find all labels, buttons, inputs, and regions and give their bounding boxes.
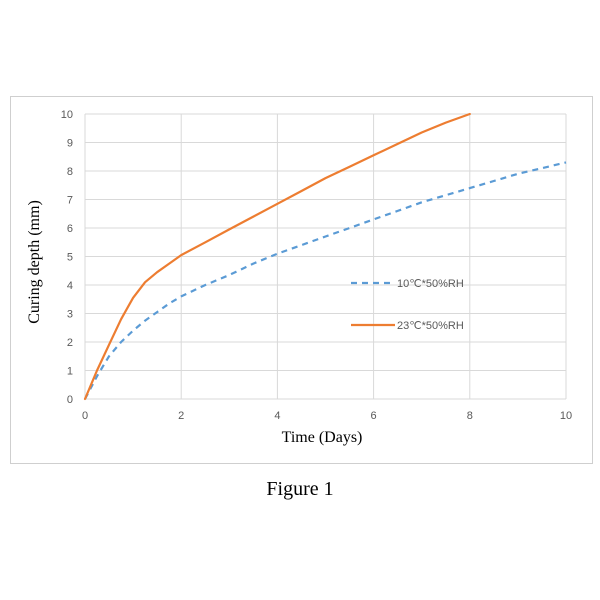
x-tick-label: 0: [82, 410, 88, 422]
y-tick-label: 6: [67, 223, 73, 235]
legend-label-1: 10℃*50%RH: [397, 278, 464, 290]
y-tick-label: 8: [67, 166, 73, 178]
y-tick-label: 4: [67, 280, 73, 292]
x-tick-label: 2: [178, 410, 184, 422]
y-axis-label: Curing depth (mm): [26, 200, 43, 324]
chart-container: 0 1 2 3 4 5 6 7 8 9 10 0 2 4 6 8 10 10℃*50%RH 23℃*50%RH C…: [10, 96, 593, 464]
y-tick-label: 10: [61, 109, 73, 121]
x-tick-label: 8: [467, 410, 473, 422]
y-tick-label: 9: [67, 138, 73, 150]
y-tick-label: 2: [67, 337, 73, 349]
y-tick-label: 0: [67, 394, 73, 406]
x-tick-label: 10: [560, 410, 572, 422]
y-tick-label: 7: [67, 195, 73, 207]
x-tick-label: 4: [274, 410, 280, 422]
series-line-1: [84, 161, 567, 400]
figure-caption: Figure 1: [266, 478, 334, 500]
line-chart: 0 1 2 3 4 5 6 7 8 9 10 0 2 4 6 8 10 10℃*50%RH 23℃*50%RH C…: [26, 109, 572, 446]
legend-label-2: 23℃*50%RH: [397, 320, 464, 332]
y-tick-label: 1: [67, 366, 73, 378]
y-tick-label: 5: [67, 252, 73, 264]
series-line-2: [83, 112, 471, 401]
x-axis-label: Time (Days): [282, 429, 363, 446]
y-tick-label: 3: [67, 309, 73, 321]
x-tick-label: 6: [371, 410, 377, 422]
